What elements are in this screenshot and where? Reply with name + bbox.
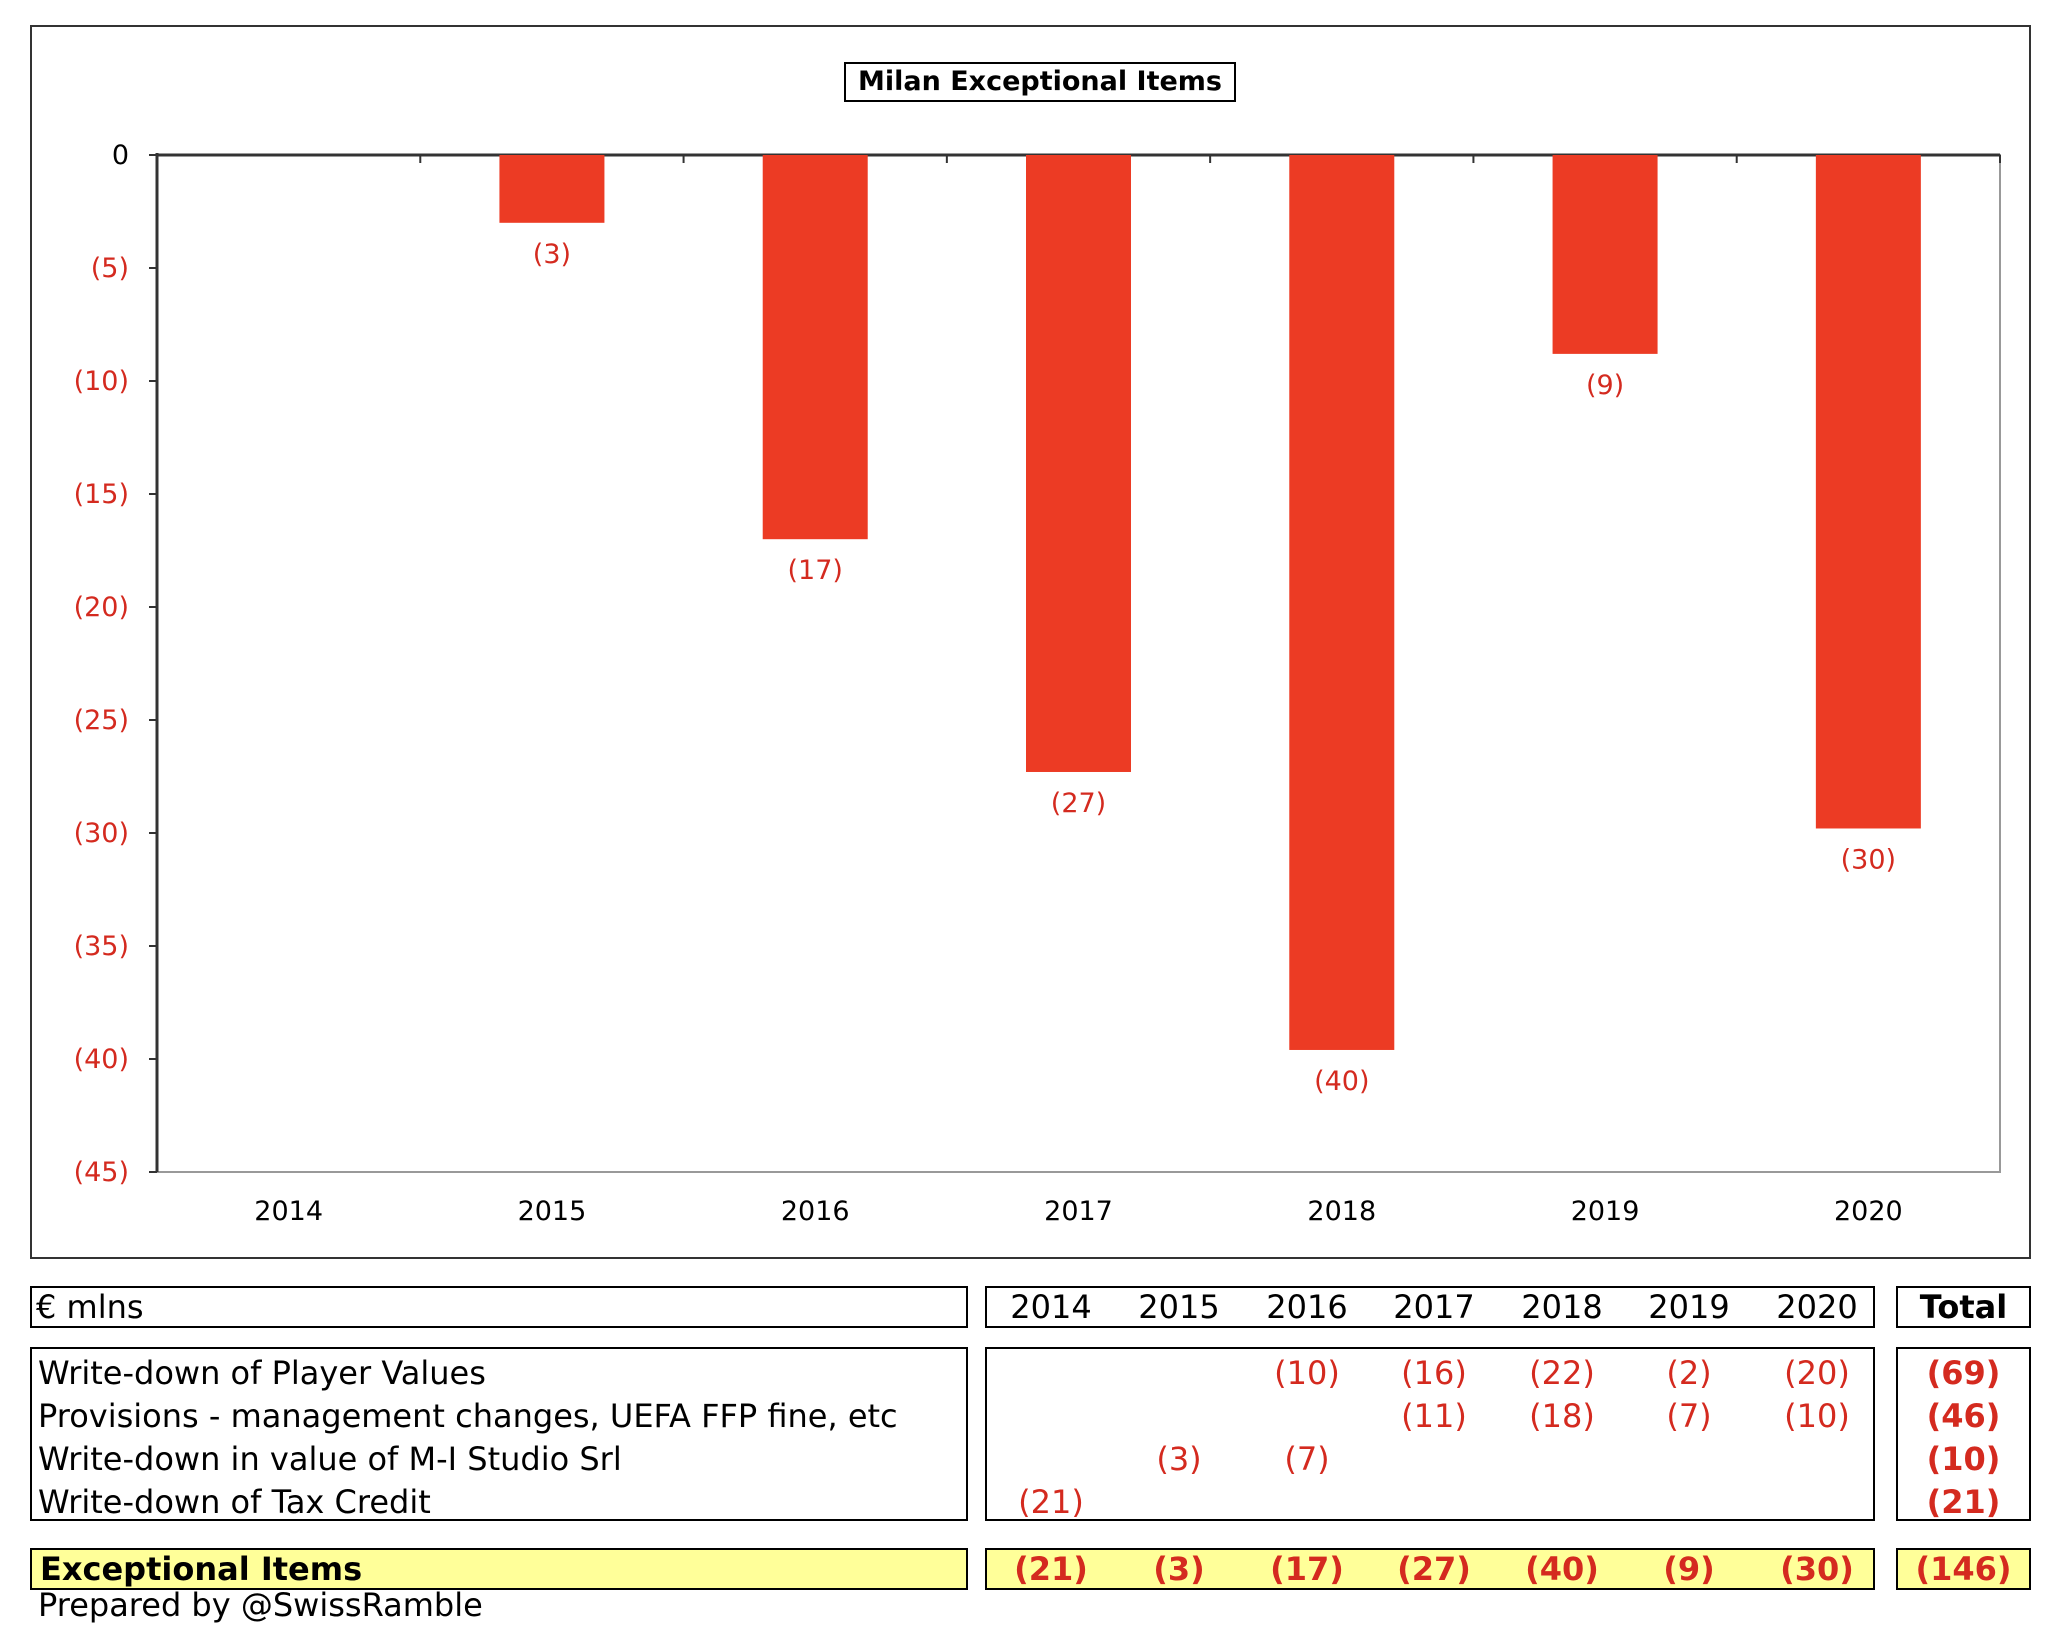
table-cell: (10) (1274, 1354, 1340, 1392)
row-values-box: (10) (16) (22) (2) (20) (11) (18) (7) (1… (985, 1347, 1875, 1521)
row-labels-box: Write-down of Player Values Provisions -… (30, 1347, 968, 1521)
bar-chart: 0 (5) (10) (15) (20) (25) (30) (35) (40) (45) 2014… (74, 140, 2001, 1227)
data-label: (3) (533, 239, 571, 270)
total-header: Total (1919, 1288, 2008, 1326)
summary-cell: (17) (1270, 1550, 1344, 1588)
year-header: 2014 (1010, 1288, 1092, 1326)
total-header-box: Total (1896, 1286, 2031, 1328)
data-label: (30) (1841, 844, 1896, 875)
table-cell: (16) (1401, 1354, 1467, 1392)
x-tick-label: 2014 (254, 1196, 323, 1227)
x-tick-label: 2017 (1044, 1196, 1113, 1227)
unit-label-box: € mlns (30, 1286, 968, 1328)
table-cell: (10) (1784, 1397, 1850, 1435)
summary-values-box: (21) (3) (17) (27) (40) (9) (30) (985, 1548, 1875, 1590)
year-header: 2018 (1521, 1288, 1603, 1326)
data-label: (9) (1586, 370, 1624, 401)
summary-label: Exceptional Items (40, 1550, 363, 1588)
summary-cell: (30) (1780, 1550, 1854, 1588)
chart-title: Milan Exceptional Items (844, 62, 1236, 102)
y-tick-label: (40) (74, 1044, 129, 1075)
bar (762, 155, 868, 540)
bar (1026, 155, 1131, 772)
table-cell: (2) (1666, 1354, 1712, 1392)
row-label: Provisions - management changes, UEFA FF… (38, 1397, 898, 1435)
summary-cell: (3) (1153, 1550, 1205, 1588)
unit-label: € mlns (36, 1288, 144, 1326)
summary-cell: (27) (1397, 1550, 1471, 1588)
row-label: Write-down in value of M-I Studio Srl (38, 1440, 622, 1478)
y-tick-label: (20) (74, 592, 129, 623)
bar (1289, 155, 1395, 1050)
y-tick-label: (5) (91, 253, 129, 284)
table-cell: (18) (1529, 1397, 1595, 1435)
row-label: Write-down of Tax Credit (38, 1483, 431, 1521)
data-label: (27) (1051, 788, 1106, 819)
summary-cell: (9) (1663, 1550, 1715, 1588)
summary-cell: (40) (1525, 1550, 1599, 1588)
summary-cell: (21) (1014, 1550, 1088, 1588)
x-tick-label: 2019 (1571, 1196, 1640, 1227)
y-tick-label: 0 (112, 140, 129, 171)
bar (499, 155, 605, 223)
y-tick-label: (10) (74, 366, 129, 397)
row-total: (21) (1926, 1483, 2001, 1521)
summary-total: (146) (1915, 1550, 2012, 1588)
table-cell: (21) (1018, 1483, 1084, 1521)
year-header: 2017 (1393, 1288, 1475, 1326)
year-header: 2015 (1138, 1288, 1220, 1326)
x-tick-label: 2016 (781, 1196, 850, 1227)
bar (1552, 155, 1658, 354)
y-tick-label: (45) (74, 1157, 129, 1188)
year-header-box: 2014 2015 2016 2017 2018 2019 2020 (985, 1286, 1875, 1328)
data-label: (17) (787, 555, 842, 586)
row-totals-box: (69) (46) (10) (21) (1896, 1347, 2031, 1521)
summary-total-box: (146) (1896, 1548, 2031, 1590)
row-label: Write-down of Player Values (38, 1354, 486, 1392)
table-cell: (7) (1284, 1440, 1330, 1478)
row-total: (10) (1926, 1440, 2001, 1478)
table-cell: (3) (1156, 1440, 1202, 1478)
summary-label-box: Exceptional Items (30, 1548, 968, 1590)
year-header: 2020 (1776, 1288, 1858, 1326)
y-tick-label: (30) (74, 818, 129, 849)
x-tick-label: 2018 (1307, 1196, 1376, 1227)
table-cell: (22) (1529, 1354, 1595, 1392)
y-tick-label: (25) (74, 705, 129, 736)
footer-credit: Prepared by @SwissRamble (38, 1586, 483, 1624)
row-total: (46) (1926, 1397, 2001, 1435)
year-header: 2016 (1266, 1288, 1348, 1326)
x-tick-label: 2015 (518, 1196, 587, 1227)
y-tick-label: (15) (74, 479, 129, 510)
bar (1815, 155, 1921, 829)
table-cell: (20) (1784, 1354, 1850, 1392)
year-header: 2019 (1648, 1288, 1730, 1326)
y-tick-label: (35) (74, 931, 129, 962)
row-total: (69) (1926, 1354, 2001, 1392)
table-cell: (11) (1401, 1397, 1467, 1435)
table-cell: (7) (1666, 1397, 1712, 1435)
data-label: (40) (1314, 1066, 1369, 1097)
x-tick-label: 2020 (1834, 1196, 1903, 1227)
